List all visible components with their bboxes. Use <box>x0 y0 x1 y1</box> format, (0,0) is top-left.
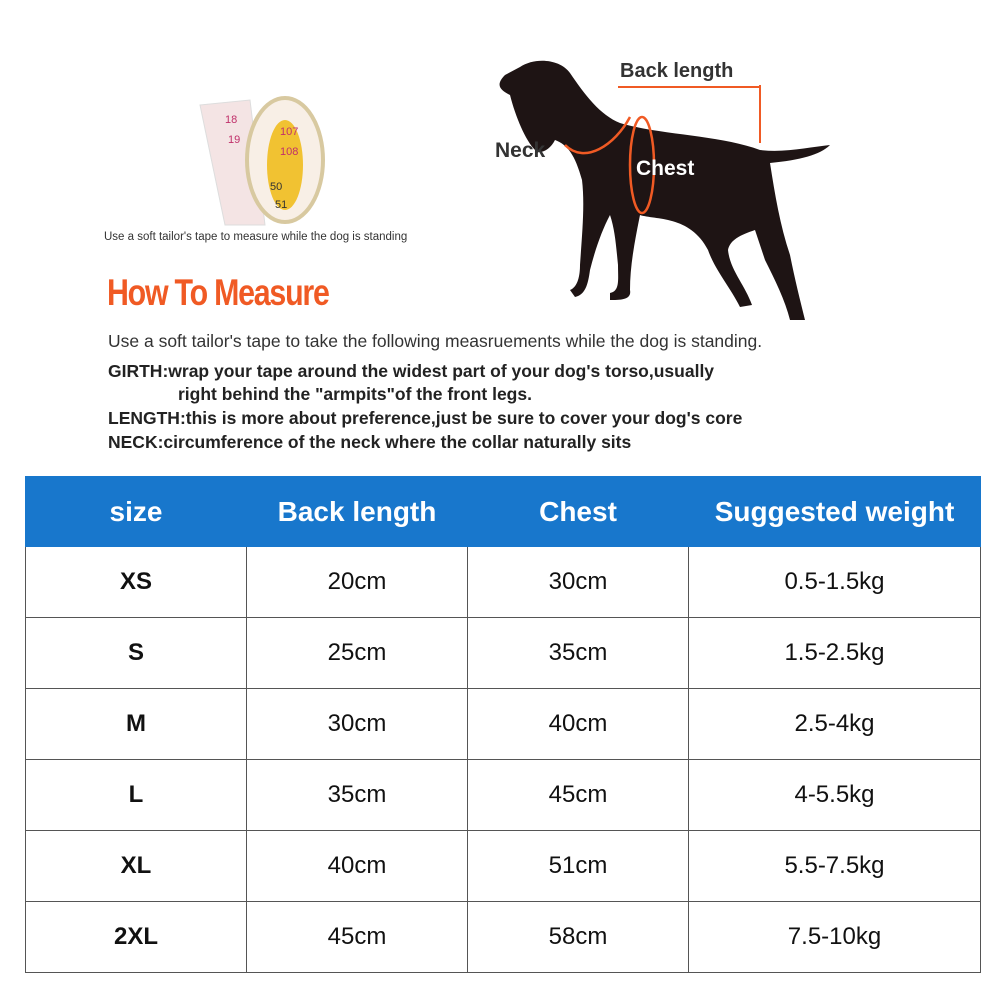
table-row: 2XL 45cm 58cm 7.5-10kg <box>25 901 981 973</box>
weight-cell: 7.5-10kg <box>688 901 981 973</box>
intro-text: Use a soft tailor's tape to take the fol… <box>108 331 763 351</box>
tape-number: 108 <box>280 146 298 158</box>
chest-label: Chest <box>636 157 694 180</box>
chest-cell: 45cm <box>467 759 689 831</box>
table-row: L 35cm 45cm 4-5.5kg <box>25 759 981 831</box>
weight-cell: 0.5-1.5kg <box>688 546 981 618</box>
measuring-tape-image: 18 19 107 108 50 51 <box>199 96 325 226</box>
length-instruction: LENGTH:this is more about preference,jus… <box>108 408 742 429</box>
table-row: M 30cm 40cm 2.5-4kg <box>25 688 981 760</box>
neck-instruction: NECK:circumference of the neck where the… <box>108 432 631 453</box>
length-text: this is more about preference,just be su… <box>185 408 743 428</box>
size-cell: 2XL <box>25 901 247 973</box>
neck-loop <box>564 116 632 155</box>
size-cell: L <box>25 759 247 831</box>
chest-cell: 40cm <box>467 688 689 760</box>
table-row: XL 40cm 51cm 5.5-7.5kg <box>25 830 981 902</box>
table-header-row: size Back length Chest Suggested weight <box>25 476 981 547</box>
back-length-cell: 25cm <box>246 617 468 689</box>
header-back-length: Back length <box>246 476 468 547</box>
neck-label: Neck <box>495 139 546 162</box>
tape-number: 51 <box>275 199 287 211</box>
weight-cell: 1.5-2.5kg <box>688 617 981 689</box>
table-row: S 25cm 35cm 1.5-2.5kg <box>25 617 981 689</box>
chest-loop <box>628 115 656 215</box>
header-chest: Chest <box>467 476 689 547</box>
back-length-cell: 20cm <box>246 546 468 618</box>
back-length-label: Back length <box>620 60 733 82</box>
weight-cell: 5.5-7.5kg <box>688 830 981 902</box>
chest-cell: 35cm <box>467 617 689 689</box>
weight-cell: 2.5-4kg <box>688 688 981 760</box>
back-length-cell: 35cm <box>246 759 468 831</box>
neck-text: circumference of the neck where the coll… <box>163 432 632 452</box>
girth-text-continued: right behind the "armpits"of the front l… <box>178 384 532 404</box>
dog-measurement-diagram: Back length Neck Chest <box>495 60 830 320</box>
length-label: LENGTH: <box>108 408 186 428</box>
size-cell: S <box>25 617 247 689</box>
header-suggested-weight: Suggested weight <box>688 476 981 547</box>
tape-caption: Use a soft tailor's tape to measure whil… <box>104 231 408 243</box>
chest-cell: 30cm <box>467 546 689 618</box>
tape-number: 19 <box>228 134 240 146</box>
size-cell: M <box>25 688 247 760</box>
tape-number: 50 <box>270 181 282 193</box>
girth-label: GIRTH: <box>108 361 169 381</box>
tape-number: 107 <box>280 126 298 138</box>
neck-label: NECK: <box>108 432 164 452</box>
size-cell: XS <box>25 546 247 618</box>
tape-number: 18 <box>225 114 237 126</box>
dog-silhouette <box>499 60 830 320</box>
size-cell: XL <box>25 830 247 902</box>
back-length-cell: 40cm <box>246 830 468 902</box>
size-chart-table: size Back length Chest Suggested weight … <box>25 476 981 973</box>
back-length-cell: 30cm <box>246 688 468 760</box>
girth-instruction: GIRTH:wrap your tape around the widest p… <box>108 361 714 382</box>
weight-cell: 4-5.5kg <box>688 759 981 831</box>
page-title: How To Measure <box>107 272 330 313</box>
back-length-cell: 45cm <box>246 901 468 973</box>
chest-cell: 51cm <box>467 830 689 902</box>
table-row: XS 20cm 30cm 0.5-1.5kg <box>25 546 981 618</box>
header-size: size <box>25 476 247 547</box>
chest-cell: 58cm <box>467 901 689 973</box>
girth-text: wrap your tape around the widest part of… <box>168 361 715 381</box>
